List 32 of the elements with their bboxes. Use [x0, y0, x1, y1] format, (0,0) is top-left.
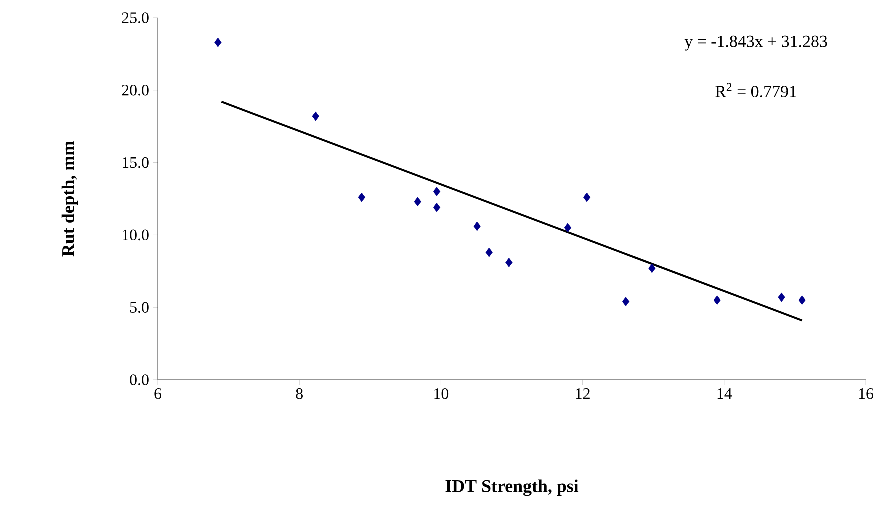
- y-tick-label: 20.0: [122, 84, 149, 96]
- y-tick-label: 25.0: [122, 12, 149, 24]
- point: [433, 187, 441, 196]
- x-tick-label: 14: [718, 388, 732, 400]
- point: [506, 258, 513, 268]
- point: [778, 292, 786, 302]
- x-tick-label: 10: [434, 388, 449, 400]
- point: [564, 223, 572, 233]
- x-tick-label: 12: [576, 388, 590, 400]
- x-axis-title: IDT Strength, psi: [446, 480, 579, 496]
- x-tick-label: 16: [859, 388, 874, 400]
- x-tick-label: 8: [296, 388, 303, 400]
- point: [583, 192, 591, 202]
- annotation: R$^{2}$ = 0.7791: [716, 83, 796, 98]
- x-tick-label: 6: [154, 388, 162, 400]
- point: [214, 38, 222, 48]
- point: [414, 197, 422, 207]
- point: [312, 112, 320, 122]
- point: [798, 296, 806, 306]
- y-tick-label: 15.0: [122, 157, 149, 168]
- annotation: y = -1.843x + 31.283: [684, 36, 828, 51]
- point: [358, 192, 366, 202]
- point: [622, 297, 630, 307]
- point: [714, 296, 721, 306]
- y-tick-label: 5.0: [130, 302, 149, 314]
- point: [433, 202, 441, 212]
- point: [474, 222, 481, 232]
- point: [648, 264, 656, 274]
- y-axis-title: Rut depth, mm: [62, 141, 78, 257]
- y-tick-label: 10.0: [122, 230, 149, 241]
- point: [486, 248, 493, 258]
- y-tick-label: 0.0: [130, 374, 149, 386]
